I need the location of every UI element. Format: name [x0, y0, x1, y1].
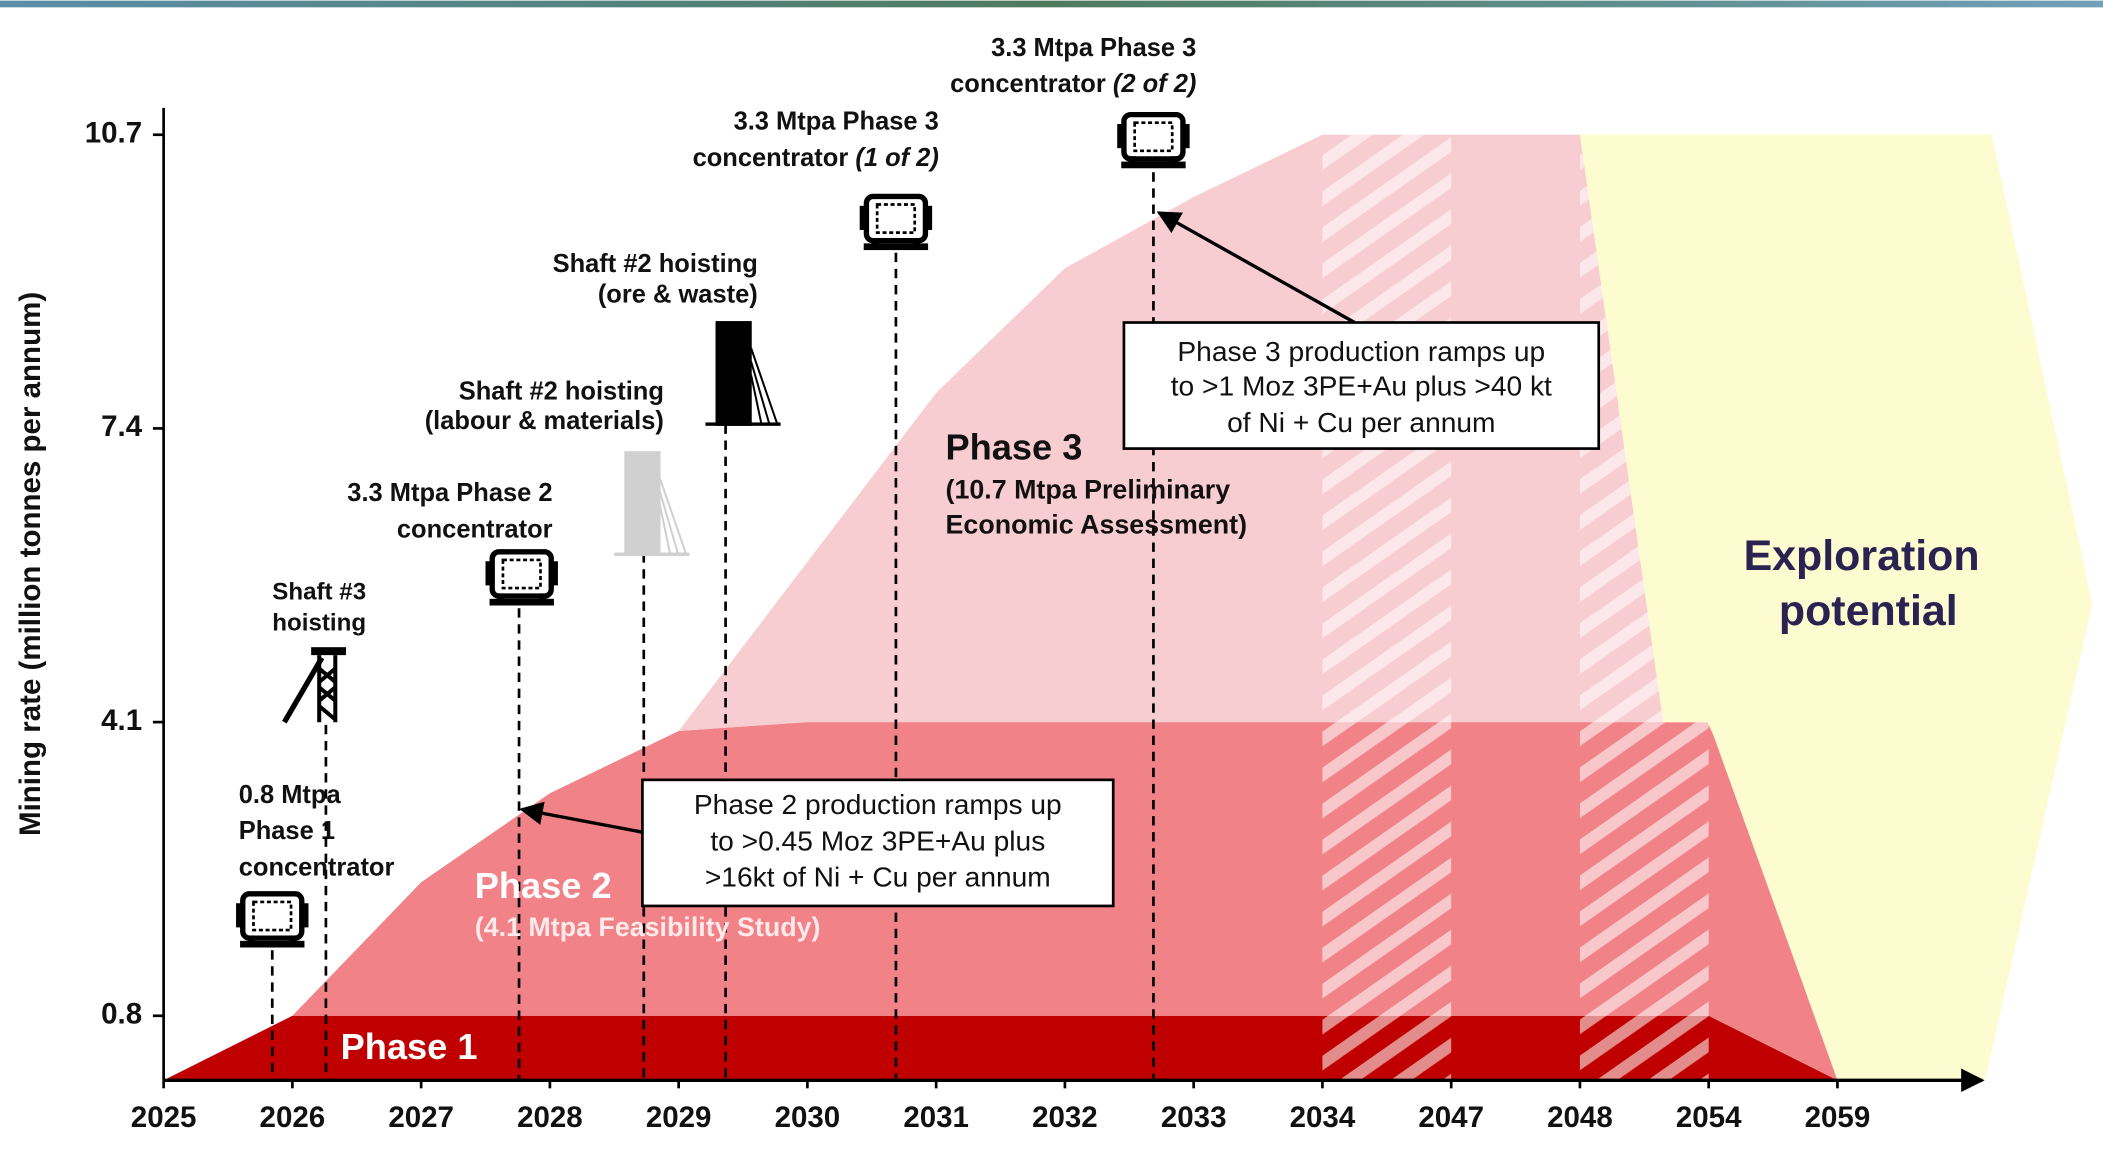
milestone-label: concentrator: [239, 853, 395, 881]
milestone-label-text: (ore & waste): [598, 280, 758, 308]
milestone-label-text: 0.8 Mtpa: [239, 781, 342, 809]
milestone-note: (1 of 2): [855, 144, 938, 172]
callout-box: [641, 778, 1115, 908]
callout-box: [1122, 321, 1601, 450]
milestone-label: Shaft #3: [272, 579, 366, 606]
photo-strip: [0, 0, 2103, 8]
x-tick-label: 2032: [1032, 1101, 1098, 1134]
milestone-label-text: Shaft #2 hoisting: [553, 250, 758, 278]
x-tick-label: 2031: [903, 1101, 969, 1134]
x-tick-label: 2054: [1676, 1101, 1742, 1134]
x-tick-label: 2059: [1805, 1101, 1871, 1134]
exploration-region-front: [1579, 134, 2093, 1081]
x-tick-label: 2025: [131, 1101, 197, 1134]
callout-text: Phase 2 production ramps up: [694, 789, 1062, 820]
x-tick-label: 2047: [1418, 1101, 1484, 1134]
y-tick-label: 10.7: [85, 117, 142, 150]
milestone-label-text: concentrator: [397, 515, 553, 543]
milestone-label-text: 3.3 Mtpa Phase 2: [347, 479, 552, 507]
x-tick-label: 2048: [1547, 1101, 1613, 1134]
milestone-label: Shaft #2 hoisting: [553, 250, 758, 278]
milestone-label: Phase 1: [239, 817, 335, 845]
milestone-label: Shaft #2 hoisting: [459, 377, 664, 405]
milestone-icon: [236, 894, 308, 948]
y-tick-label: 0.8: [101, 998, 142, 1031]
callout-text: to >0.45 Moz 3PE+Au plus: [710, 825, 1045, 856]
milestone-label-text: concentrator: [693, 144, 849, 172]
milestone-label: 3.3 Mtpa Phase 3: [991, 34, 1196, 62]
milestone-icon: [486, 552, 558, 606]
milestone-label: 3.3 Mtpa Phase 2: [347, 479, 552, 507]
milestone-label-text: (labour & materials): [425, 406, 664, 434]
milestone-label-text: concentrator: [950, 70, 1106, 98]
milestone-label-text: 3.3 Mtpa Phase 3: [991, 34, 1196, 62]
x-tick-label: 2028: [517, 1101, 583, 1134]
milestone-icon: [1117, 115, 1189, 169]
plot: 0.8 4.1 7.4 10.7 2025 2026 2027 2028 2029 2030 203…: [14, 34, 2093, 1134]
milestone-icon: [705, 321, 781, 426]
milestone-label: (ore & waste): [598, 280, 758, 308]
milestone-label: concentrator: [397, 515, 553, 543]
y-axis-label: Mining rate (million tonnes per annum): [14, 292, 47, 836]
milestone-label: 3.3 Mtpa Phase 3: [734, 107, 939, 135]
x-tick-label: 2027: [388, 1101, 454, 1134]
milestone-icon: [284, 647, 346, 722]
callout-arrow: [519, 801, 643, 834]
x-tick-label: 2033: [1161, 1101, 1227, 1134]
exploration-label: Exploration: [1744, 532, 1980, 580]
y-tick-label: 4.1: [101, 704, 142, 737]
callout-text: to >1 Moz 3PE+Au plus >40 kt: [1171, 371, 1552, 402]
phase-subtitle: (4.1 Mtpa Feasibility Study): [475, 912, 821, 942]
milestone-label: 0.8 Mtpa: [239, 781, 342, 809]
milestone-label-text: 3.3 Mtpa Phase 3: [734, 107, 939, 135]
x-tick-label: 2034: [1290, 1101, 1356, 1134]
callout-arrow: [1156, 211, 1356, 324]
phase-label: Phase 1: [341, 1026, 478, 1067]
milestone-note: (2 of 2): [1113, 70, 1196, 98]
milestone-icon: [860, 196, 932, 250]
phase-label: Phase 2: [475, 865, 612, 906]
callout-text: Phase 3 production ramps up: [1177, 336, 1545, 367]
milestone-label: concentrator (2 of 2): [950, 70, 1196, 98]
callout-text: of Ni + Cu per annum: [1227, 407, 1495, 438]
milestone-label-text: Shaft #3: [272, 579, 366, 606]
exploration-label: potential: [1779, 587, 1958, 635]
milestone-label-text: hoisting: [272, 610, 366, 637]
x-tick-label: 2026: [260, 1101, 326, 1134]
milestone-icon: [614, 451, 690, 556]
x-tick-label: 2030: [775, 1101, 841, 1134]
milestone-label: concentrator (1 of 2): [693, 144, 939, 172]
y-tick-label: 7.4: [101, 410, 143, 443]
phase-subtitle: Economic Assessment): [946, 509, 1248, 539]
x-tick-label: 2029: [646, 1101, 712, 1134]
callout-text: >16kt of Ni + Cu per annum: [705, 862, 1051, 893]
milestone-label: (labour & materials): [425, 406, 664, 434]
phase-subtitle: (10.7 Mtpa Preliminary: [946, 475, 1231, 505]
hatch: [1322, 134, 1452, 1081]
milestone-label-text: concentrator: [239, 853, 395, 881]
milestone-label-text: Shaft #2 hoisting: [459, 377, 664, 405]
phase-label: Phase 3: [946, 426, 1083, 467]
milestone-label: hoisting: [272, 610, 366, 637]
milestone-label-text: Phase 1: [239, 817, 335, 845]
